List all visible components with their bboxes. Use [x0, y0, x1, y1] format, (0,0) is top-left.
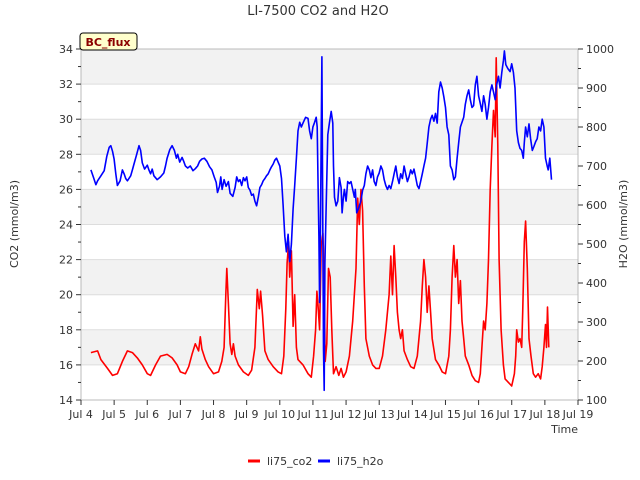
y-right-tick-label: 1000 — [586, 43, 614, 56]
badge-label: BC_flux — [85, 36, 130, 49]
y-left-tick-label: 32 — [59, 78, 73, 91]
y-right-tick-label: 500 — [586, 238, 607, 251]
y-left-tick-label: 26 — [59, 183, 73, 196]
x-tick-label: Jul 11 — [297, 408, 329, 421]
plot-band — [81, 329, 578, 365]
series-line-li75_co2 — [90, 57, 550, 387]
y-left-tick-label: 28 — [59, 148, 73, 161]
y-axis-left-label: CO2 (mmol/m3) — [8, 180, 21, 268]
y-right-tick-label: 300 — [586, 316, 607, 329]
y-right-tick-label: 700 — [586, 160, 607, 173]
series-layer — [90, 50, 553, 392]
x-tick-label: Jul 4 — [68, 408, 93, 421]
legend: li75_co2 li75_h2o — [248, 455, 384, 468]
y-axis-right-label: H2O (mmol/m3) — [617, 180, 630, 269]
x-tick-label: Jul 17 — [495, 408, 527, 421]
plot-bands — [81, 49, 578, 365]
x-tick-label: Jul 6 — [134, 408, 159, 421]
y-right-tick-label: 400 — [586, 277, 607, 290]
y-right-tick-label: 800 — [586, 121, 607, 134]
y-right-tick-label: 600 — [586, 199, 607, 212]
x-tick-label: Jul 5 — [101, 408, 126, 421]
y-left-tick-label: 20 — [59, 289, 73, 302]
plot-band — [81, 189, 578, 225]
x-tick-label: Jul 9 — [234, 408, 259, 421]
x-tick-label: Jul 16 — [462, 408, 494, 421]
badge: BC_flux — [79, 32, 138, 51]
chart-title: LI-7500 CO2 and H2O — [247, 4, 389, 19]
y-right-tick-label: 200 — [586, 355, 607, 368]
y-right-tick-label: 900 — [586, 82, 607, 95]
y-left-tick-label: 18 — [59, 324, 73, 337]
x-tick-label: Jul 13 — [363, 408, 395, 421]
y-left-tick-label: 14 — [59, 394, 73, 407]
x-tick-label: Jul 18 — [528, 408, 560, 421]
x-tick-label: Jul 15 — [429, 408, 461, 421]
x-tick-label: Jul 14 — [396, 408, 428, 421]
x-tick-label: Jul 10 — [263, 408, 295, 421]
series-line-li75_h2o — [90, 50, 553, 392]
y-left-tick-label: 22 — [59, 254, 73, 267]
y-right-tick-label: 100 — [586, 394, 607, 407]
y-left-tick-label: 30 — [59, 113, 73, 126]
legend-label-li75_h2o: li75_h2o — [337, 455, 384, 468]
y-left-tick-label: 24 — [59, 219, 73, 232]
x-tick-label: Jul 7 — [168, 408, 193, 421]
y-left-tick-label: 34 — [59, 43, 73, 56]
x-tick-label: Jul 12 — [330, 408, 362, 421]
x-tick-label: Jul 8 — [201, 408, 226, 421]
y-left-tick-label: 16 — [59, 359, 73, 372]
x-axis-label: Time — [550, 423, 578, 436]
x-tick-label: Jul 19 — [562, 408, 594, 421]
badge-box — [79, 32, 138, 51]
legend-label-li75_co2: li75_co2 — [267, 455, 312, 468]
tick-layer: 14 16 18 20 22 24 26 28 30 32 34 100 200 300 400 500 600… — [59, 43, 614, 421]
